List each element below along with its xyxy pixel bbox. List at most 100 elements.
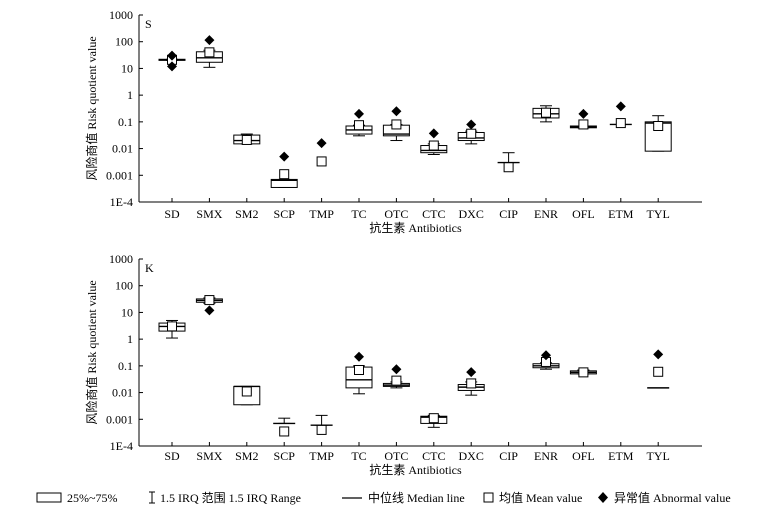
x-tick-label: ETM [608,449,634,463]
x-tick-label: SCP [274,449,296,463]
y-tick-label: 0.001 [106,412,133,426]
panel-s: S 1000 100 10 1 0.1 0.01 0.001 1E-4 风险商值 Risk quo… [84,8,702,235]
legend-outlier-label: 异常值 Abnormal value [614,490,731,505]
x-tick-label: CTC [422,207,445,221]
legend-outlier-swatch [598,492,608,503]
x-tick-label: TC [351,449,366,463]
x-tick-label: SMX [196,207,222,221]
outlier-marker [466,119,477,130]
mean-marker [653,366,664,377]
y-tick-label: 10 [121,61,133,75]
x-tick-label: CTC [422,449,445,463]
y-tick-label: 1E-4 [110,195,133,209]
outlier-marker [578,108,589,119]
legend: 25%~75% 1.5 IRQ 范围 1.5 IRQ Range 中位线 Med… [36,490,731,505]
y-tick-label: 1 [127,332,133,346]
x-axis-label: 抗生素 Antibiotics [369,220,462,235]
y-tick-label: 0.1 [118,359,133,373]
mean-marker [466,128,477,139]
outlier-marker [354,351,364,362]
x-tick-label: SD [164,207,180,221]
outlier-marker [541,350,551,361]
mean-marker [316,156,327,167]
mean-marker [466,378,477,389]
mean-marker [615,118,626,129]
y-tick-label: 0.01 [112,386,133,400]
y-tick-label: 0.1 [118,115,133,129]
mean-marker [204,295,215,306]
outlier-marker [204,305,215,316]
x-tick-label: TYL [647,449,670,463]
outlier-marker [391,364,402,375]
x-tick-label: OFL [572,207,595,221]
y-tick-label: 1000 [109,252,133,266]
mean-marker [391,375,402,386]
mean-marker [503,162,514,173]
outlier-marker [167,61,177,72]
x-tick-label: OTC [384,207,408,221]
mean-marker [428,413,439,424]
outlier-marker [279,151,290,162]
legend-median-label: 中位线 Median line [368,490,465,505]
legend-box-label: 25%~75% [67,491,117,505]
x-tick-label: TYL [647,207,670,221]
x-tick-label: SM2 [235,449,258,463]
mean-marker [279,426,290,437]
mean-marker [316,424,327,435]
x-tick-label: OTC [384,449,408,463]
outlier-marker [316,138,327,149]
x-tick-label: CIP [499,449,518,463]
legend-mean-label: 均值 Mean value [499,490,582,505]
box-scp [270,178,298,188]
y-tick-label: 100 [115,279,133,293]
x-tick-label: ENR [534,207,558,221]
mean-marker [354,364,364,375]
mean-marker [354,120,364,131]
y-axis-label: 风险商值 Risk quotient value [84,36,99,180]
legend-range-label: 1.5 IRQ 范围 1.5 IRQ Range [160,491,301,505]
y-tick-label: 1000 [109,8,133,22]
y-tick-label: 0.001 [106,168,133,182]
legend-mean-swatch [483,492,494,503]
y-tick-label: 100 [115,35,133,49]
panel-label: K [145,261,154,275]
legend-box-swatch [36,492,62,503]
outlier-marker [204,35,215,46]
outlier-marker [354,108,364,119]
mean-marker [578,367,589,378]
y-tick-label: 1E-4 [110,439,133,453]
panel-label: S [145,17,152,31]
outlier-marker [428,128,439,139]
mean-marker [204,47,215,58]
x-tick-label: TMP [309,207,334,221]
x-tick-label: DXC [459,207,484,221]
x-axis-label: 抗生素 Antibiotics [369,462,462,477]
mean-marker [241,134,252,145]
panel-k: K 1000 100 10 1 0.1 0.01 0.001 1E-4 风险商值 Risk quo… [84,252,702,477]
mean-marker [578,119,589,130]
x-tick-label: CIP [499,207,518,221]
x-tick-label: SM2 [235,207,258,221]
y-tick-label: 0.01 [112,142,133,156]
mean-marker [241,386,252,397]
y-tick-label: 1 [127,88,133,102]
x-tick-label: SMX [196,449,222,463]
x-tick-label: SCP [274,207,296,221]
x-tick-label: TMP [309,449,334,463]
outlier-marker [653,349,664,360]
outlier-marker [167,50,177,61]
y-tick-label: 10 [121,305,133,319]
mean-marker [653,120,664,131]
x-tick-label: SD [164,449,180,463]
mean-marker [279,169,290,180]
outlier-marker [615,101,626,112]
mean-marker [167,321,177,332]
y-axis-label: 风险商值 Risk quotient value [84,280,99,424]
mean-marker [541,107,551,118]
mean-marker [428,140,439,151]
x-tick-label: ENR [534,449,558,463]
mean-marker [391,119,402,130]
outlier-marker [466,367,477,378]
x-tick-label: DXC [459,449,484,463]
